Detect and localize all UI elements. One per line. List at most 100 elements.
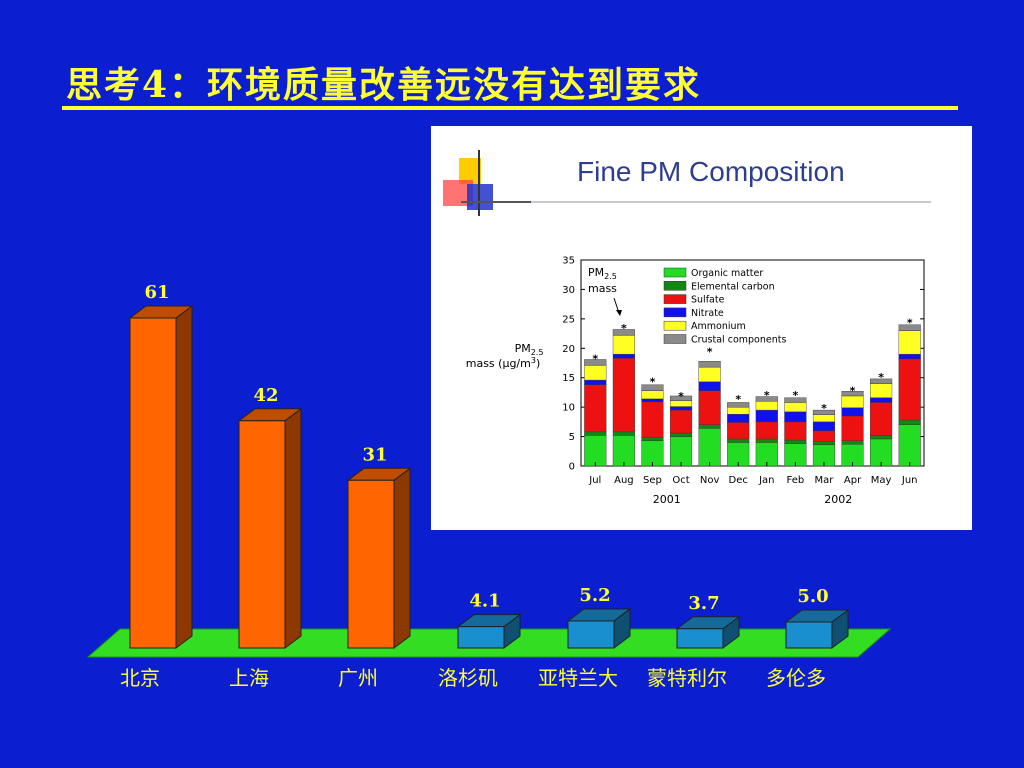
- bar-front: [785, 621, 833, 649]
- bar-segment: [870, 435, 893, 440]
- mass-marker: *: [621, 322, 627, 335]
- bar-segment: [641, 384, 664, 391]
- bar-segment: [612, 353, 635, 359]
- bar-segment: [641, 398, 664, 403]
- bar-front: [457, 626, 505, 649]
- stacked-bar: [870, 378, 893, 467]
- stacked-bar: [727, 402, 750, 467]
- city-label: 广州: [338, 666, 378, 690]
- logo-square-yellow: [459, 158, 481, 184]
- bar-segment: [641, 390, 664, 400]
- x-tick-label: Jul: [588, 475, 601, 486]
- legend-label: Nitrate: [691, 308, 724, 319]
- pm-mass-annotation: PM2.5: [588, 266, 617, 281]
- stacked-bar: [755, 396, 778, 467]
- legend-swatch: [663, 320, 687, 331]
- bar-segment: [898, 358, 921, 421]
- city-label: 北京: [120, 666, 160, 690]
- bar-segment: [584, 365, 607, 381]
- bar-segment: [812, 409, 836, 415]
- legend-swatch: [663, 294, 687, 304]
- title-underline: [62, 106, 958, 110]
- bar-segment: [584, 359, 607, 366]
- mass-marker: *: [821, 402, 827, 415]
- bar-segment: [641, 436, 664, 441]
- bar: [456, 613, 522, 649]
- stacked-bar: [612, 329, 635, 467]
- bar-value-label: 5.2: [579, 585, 610, 606]
- y-tick-label: 10: [562, 403, 575, 414]
- legend-swatch: [663, 281, 687, 291]
- bar-segment: [641, 401, 664, 438]
- x-tick-label: May: [871, 475, 892, 486]
- bar-segment: [784, 411, 807, 423]
- x-tick-label: Aug: [614, 475, 634, 486]
- mass-marker: *: [850, 384, 856, 397]
- bar-front: [129, 317, 177, 649]
- mass-marker: *: [792, 389, 798, 402]
- stacked-bar: [841, 391, 864, 467]
- bar-segment: [727, 438, 750, 443]
- mass-marker: *: [592, 353, 598, 366]
- y-tick-label: 0: [569, 462, 575, 473]
- x-tick-label: Dec: [729, 475, 748, 486]
- x-tick-label: Oct: [672, 475, 689, 486]
- legend-swatch: [663, 267, 687, 278]
- bar-segment: [727, 406, 750, 415]
- bar-segment: [784, 421, 807, 441]
- stacked-bar: [812, 409, 836, 467]
- bar-segment: [698, 390, 721, 426]
- bar-segment: [584, 435, 607, 467]
- bar-segment: [898, 353, 921, 360]
- city-label: 蒙特利尔: [647, 666, 727, 690]
- pm-mass-annotation: mass: [588, 282, 617, 295]
- x-tick-label: Apr: [844, 475, 862, 486]
- bar-segment: [898, 424, 921, 467]
- bar-segment: [841, 395, 864, 408]
- bar: [237, 407, 303, 649]
- bar-segment: [755, 401, 778, 411]
- city-label: 亚特兰大: [538, 666, 618, 690]
- bar-side: [284, 407, 302, 649]
- bar-value-label: 61: [144, 282, 169, 303]
- bar-segment: [755, 409, 778, 423]
- x-tick-label: Nov: [700, 475, 720, 486]
- bar-segment: [841, 407, 864, 417]
- stacked-bar: [641, 384, 664, 467]
- bar-front: [676, 628, 724, 649]
- bar-segment: [841, 391, 864, 397]
- bar-segment: [755, 438, 778, 443]
- bar-segment: [898, 324, 921, 331]
- y-axis-label-close: ): [536, 357, 540, 370]
- x-tick-label: Feb: [787, 475, 805, 486]
- y-tick-label: 20: [562, 344, 575, 355]
- bar-segment: [584, 431, 607, 436]
- bar-segment: [812, 421, 836, 431]
- bar-segment: [784, 397, 807, 403]
- legend-label: Ammonium: [691, 321, 746, 332]
- x-tick-label: Jan: [758, 475, 774, 486]
- x-tick-label: Jun: [901, 475, 918, 486]
- annotation-arrowhead: [616, 310, 622, 316]
- stacked-bar: [784, 397, 807, 467]
- bar-segment: [784, 402, 807, 413]
- bar-segment: [698, 381, 721, 391]
- year-label: 2001: [653, 493, 681, 506]
- bar-segment: [727, 414, 750, 423]
- bar-segment: [727, 402, 750, 408]
- bar-value-label: 5.0: [797, 586, 828, 607]
- inset-chart-title: Fine PM Composition: [577, 156, 845, 187]
- year-label: 2002: [824, 493, 852, 506]
- bar-front: [347, 479, 395, 649]
- bar-front: [567, 620, 615, 649]
- bar: [566, 607, 632, 649]
- stacked-bar: [898, 324, 921, 467]
- bar-segment: [812, 441, 836, 446]
- bar: [675, 615, 741, 649]
- bar-segment: [698, 424, 721, 429]
- legend-swatch: [663, 334, 687, 344]
- bar-segment: [870, 402, 893, 436]
- stacked-bar: [669, 395, 693, 467]
